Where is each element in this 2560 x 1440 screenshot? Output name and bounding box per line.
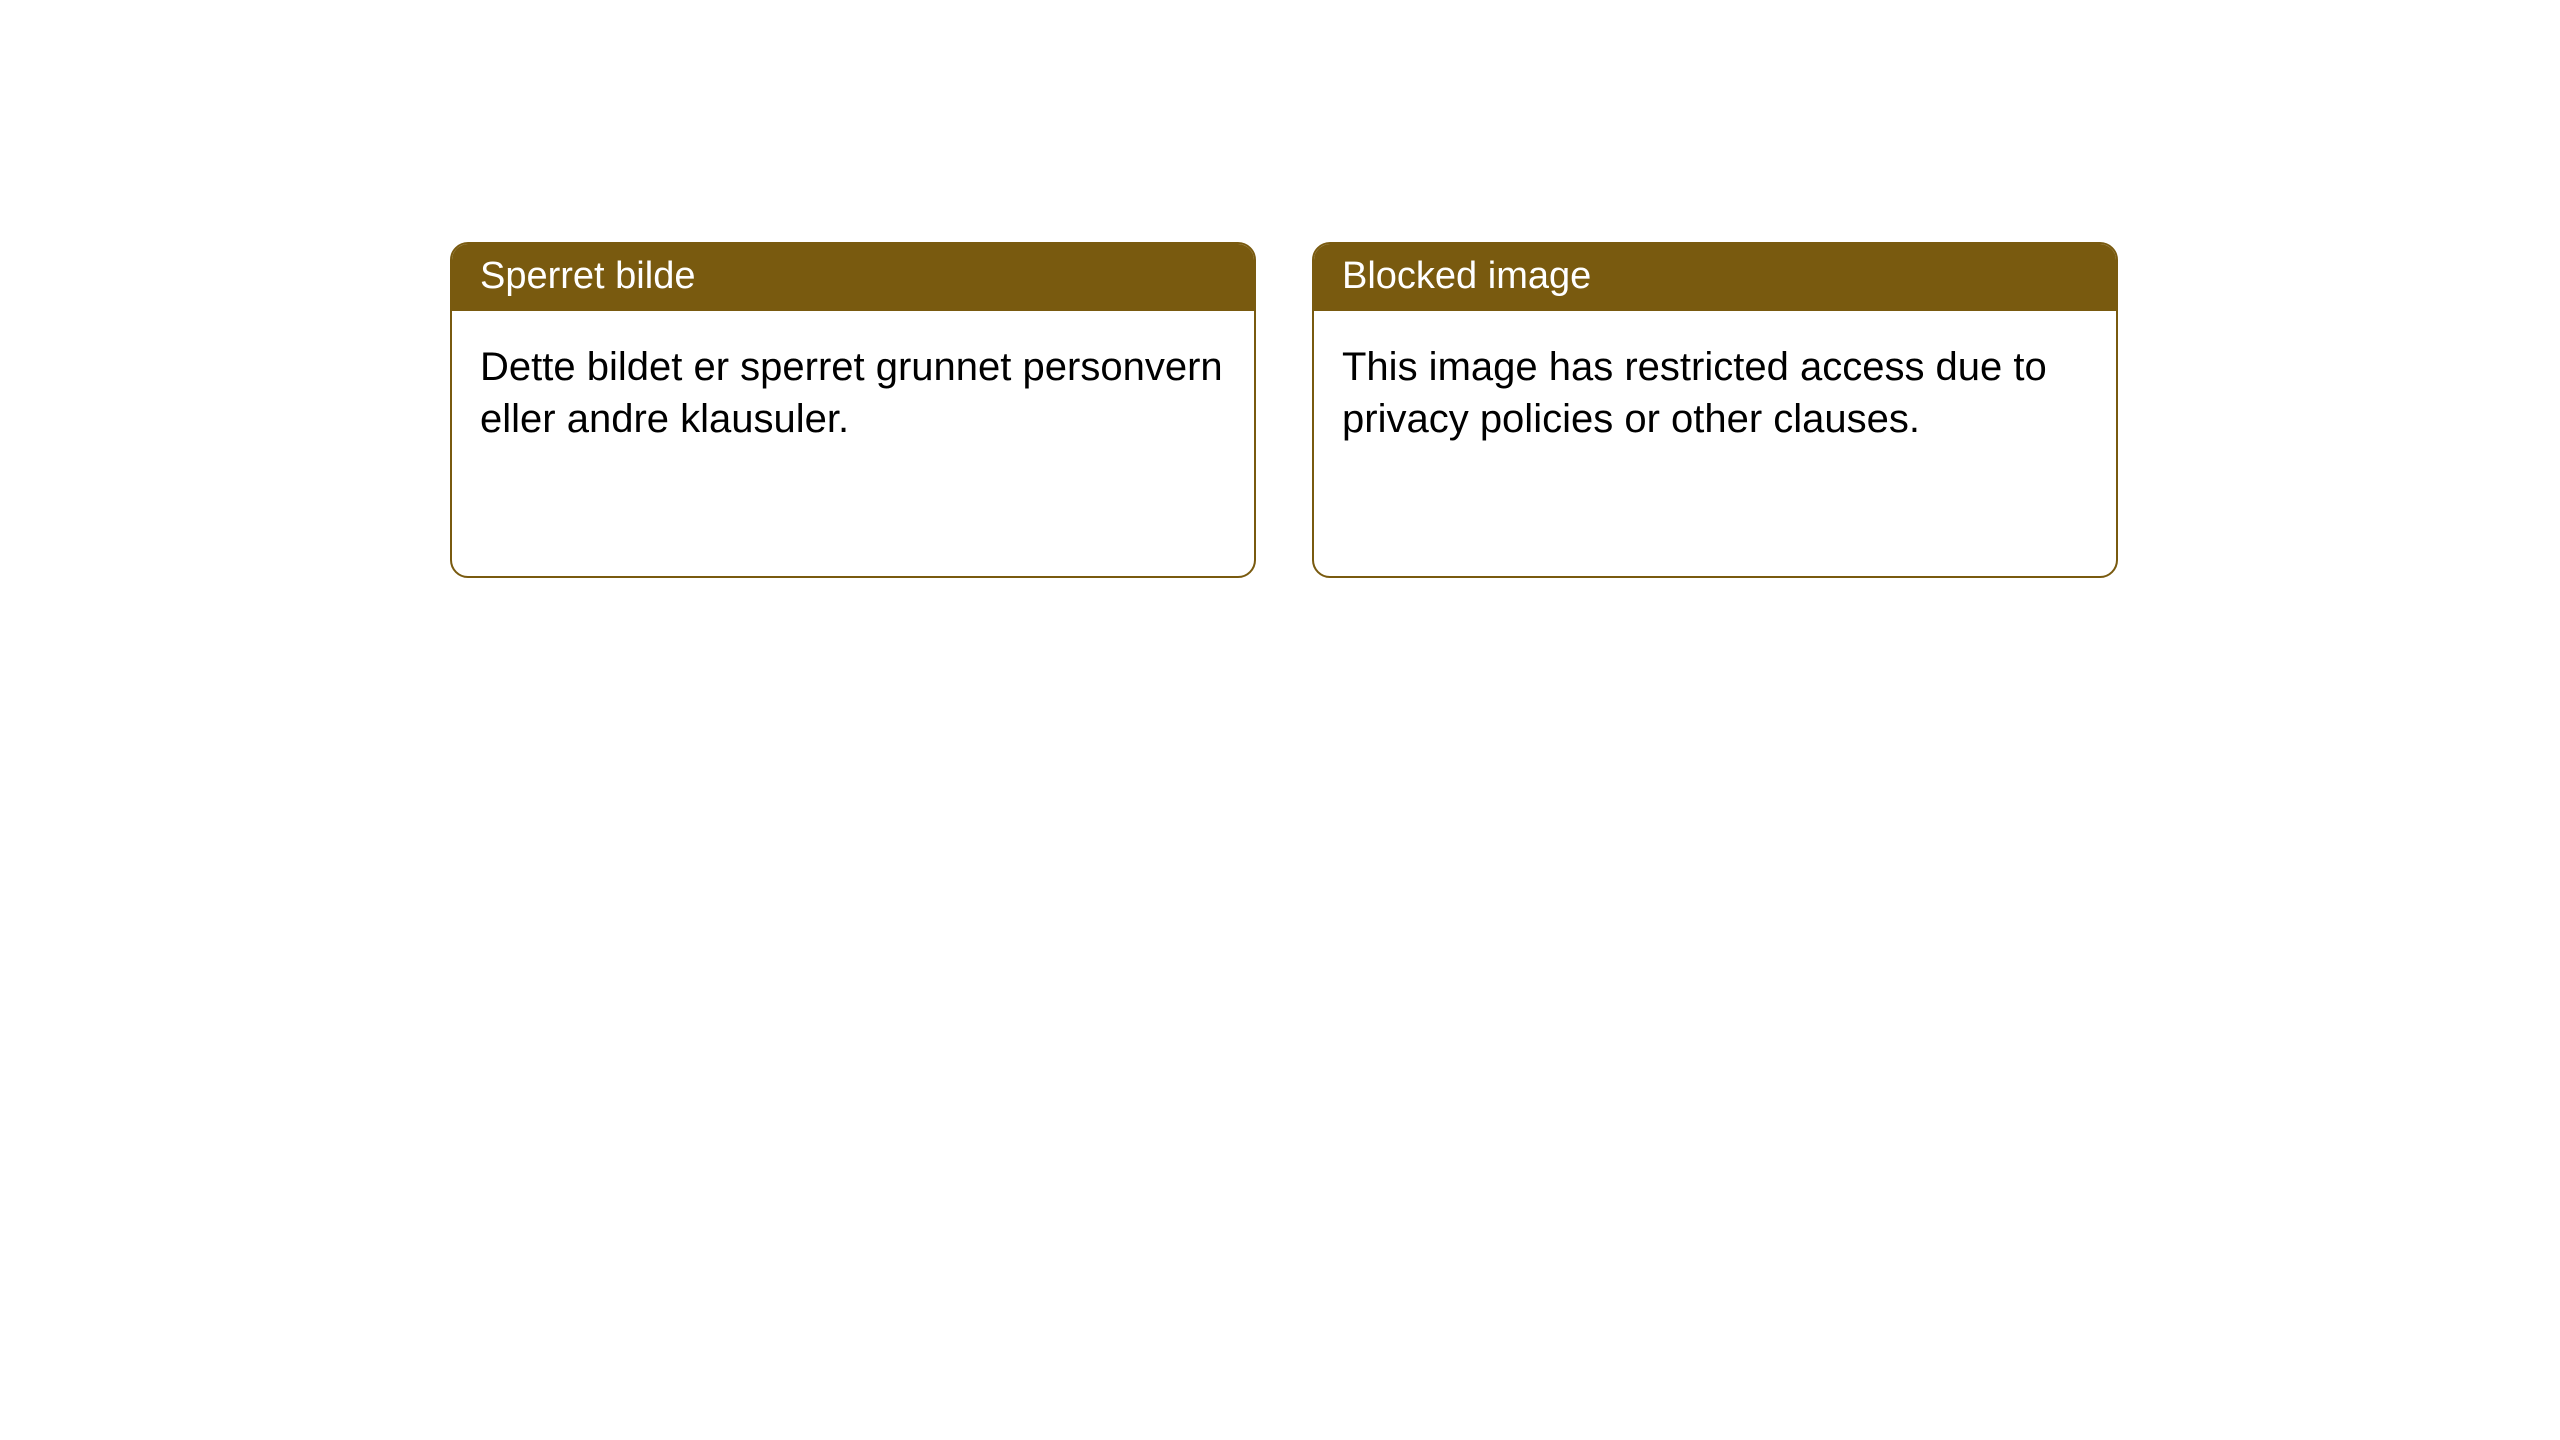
- card-body-text: Dette bildet er sperret grunnet personve…: [452, 311, 1254, 475]
- card-body-text: This image has restricted access due to …: [1314, 311, 2116, 475]
- notice-cards-container: Sperret bilde Dette bildet er sperret gr…: [0, 0, 2560, 578]
- notice-card-norwegian: Sperret bilde Dette bildet er sperret gr…: [450, 242, 1256, 578]
- notice-card-english: Blocked image This image has restricted …: [1312, 242, 2118, 578]
- card-title: Sperret bilde: [452, 244, 1254, 311]
- card-title: Blocked image: [1314, 244, 2116, 311]
